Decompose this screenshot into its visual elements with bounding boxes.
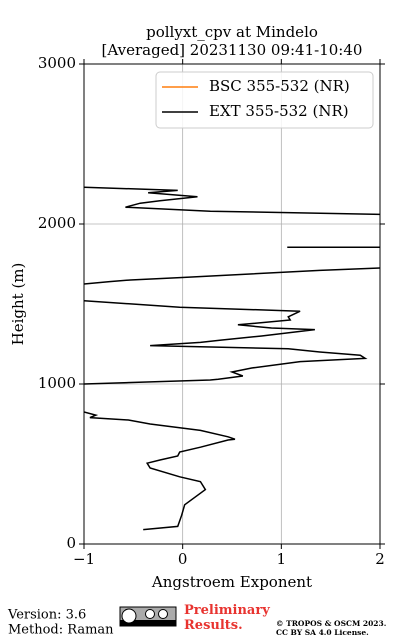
legend-label: EXT 355-532 (NR)	[209, 102, 349, 120]
x-tick-label: −1	[73, 550, 95, 568]
cc-badge	[119, 606, 177, 627]
chart-subtitle: [Averaged] 20231130 09:41-10:40	[102, 41, 363, 59]
version: Version: 3.6	[7, 608, 86, 623]
y-tick-label: 3000	[38, 54, 76, 72]
x-tick-label: 0	[178, 550, 188, 568]
copyright: © TROPOS & OSCM 2023.	[276, 619, 386, 628]
legend-label: BSC 355-532 (NR)	[209, 77, 350, 95]
y-tick-label: 1000	[38, 374, 76, 392]
y-tick-label: 0	[66, 534, 76, 552]
preliminary-note: Preliminary Results.	[184, 603, 270, 633]
chart-title: pollyxt_cpv at Mindelo	[146, 23, 318, 41]
method: Method: Raman	[8, 623, 114, 638]
license: CC BY SA 4.0 License.	[276, 628, 369, 637]
y-axis-label: Height (m)	[9, 263, 27, 346]
x-tick-label: 1	[277, 550, 287, 568]
plot-frame	[83, 63, 381, 545]
legend: BSC 355-532 (NR) EXT 355-532 (NR)	[155, 71, 374, 129]
profile-line	[84, 186, 380, 531]
x-tick-label: 2	[375, 550, 385, 568]
plot-lines	[84, 186, 380, 531]
x-axis-label: Angstroem Exponent	[151, 573, 312, 591]
legend-box	[155, 71, 374, 129]
y-tick-label: 2000	[38, 214, 76, 232]
